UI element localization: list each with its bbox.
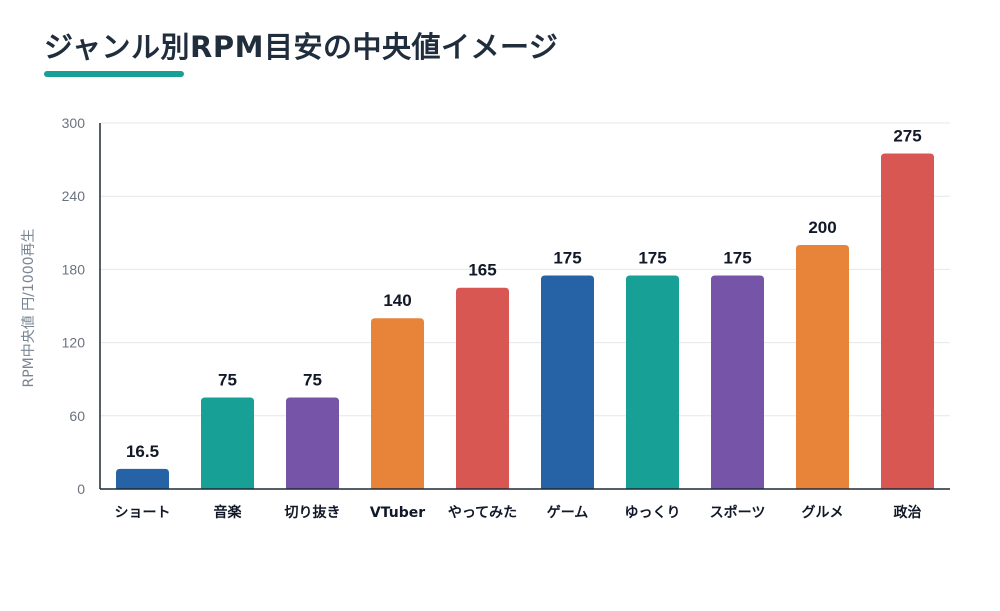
category-label: ショート xyxy=(115,505,171,521)
category-label: 切り抜き xyxy=(285,504,341,521)
y-tick-label: 120 xyxy=(62,335,86,351)
category-label: ゲーム xyxy=(547,504,589,521)
bar-3 xyxy=(286,397,339,489)
value-label: 175 xyxy=(638,249,666,268)
category-label: スポーツ xyxy=(710,504,766,521)
y-tick-label: 0 xyxy=(77,481,85,497)
bar-8 xyxy=(711,275,764,489)
category-label: グルメ xyxy=(802,504,844,521)
value-label: 200 xyxy=(808,218,836,237)
y-tick-label: 180 xyxy=(62,261,86,277)
value-label: 175 xyxy=(553,249,581,268)
y-axis-title: RPM中央値 円/1000再生 xyxy=(21,228,37,387)
category-label: 政治 xyxy=(894,504,922,521)
bars xyxy=(116,153,934,489)
y-tick-label: 60 xyxy=(69,408,85,424)
bar-6 xyxy=(541,275,594,489)
value-label: 16.5 xyxy=(126,442,159,461)
bar-4 xyxy=(371,318,424,489)
bar-1 xyxy=(116,468,169,489)
bar-2 xyxy=(201,397,254,489)
title-underline xyxy=(44,71,184,77)
value-label: 75 xyxy=(218,371,237,390)
value-label: 175 xyxy=(723,249,751,268)
category-label: やってみた xyxy=(448,505,517,521)
bar-5 xyxy=(456,287,509,489)
y-tick-label: 300 xyxy=(62,115,86,131)
y-tick-label: 240 xyxy=(62,188,86,204)
category-label: 音楽 xyxy=(214,504,243,521)
value-labels: 16.5 75 75 140 165 175 175 175 200 275 xyxy=(126,127,922,461)
value-label: 140 xyxy=(383,291,411,310)
value-label: 165 xyxy=(468,261,496,280)
category-label: VTuber xyxy=(370,505,425,521)
value-label: 275 xyxy=(893,127,921,146)
bar-9 xyxy=(796,245,849,489)
category-label: ゆっくり xyxy=(625,505,681,521)
bar-10 xyxy=(881,153,934,489)
category-labels: ショート 音楽 切り抜き VTuber やってみた ゲーム ゆっくり スポーツ グルメ 政治 xyxy=(115,504,922,521)
page-title: ジャンル別RPM目安の中央値イメージ xyxy=(44,30,559,64)
bar-7 xyxy=(626,275,679,489)
y-axis-ticks: 0 60 120 180 240 300 xyxy=(62,115,86,497)
value-label: 75 xyxy=(303,371,322,390)
